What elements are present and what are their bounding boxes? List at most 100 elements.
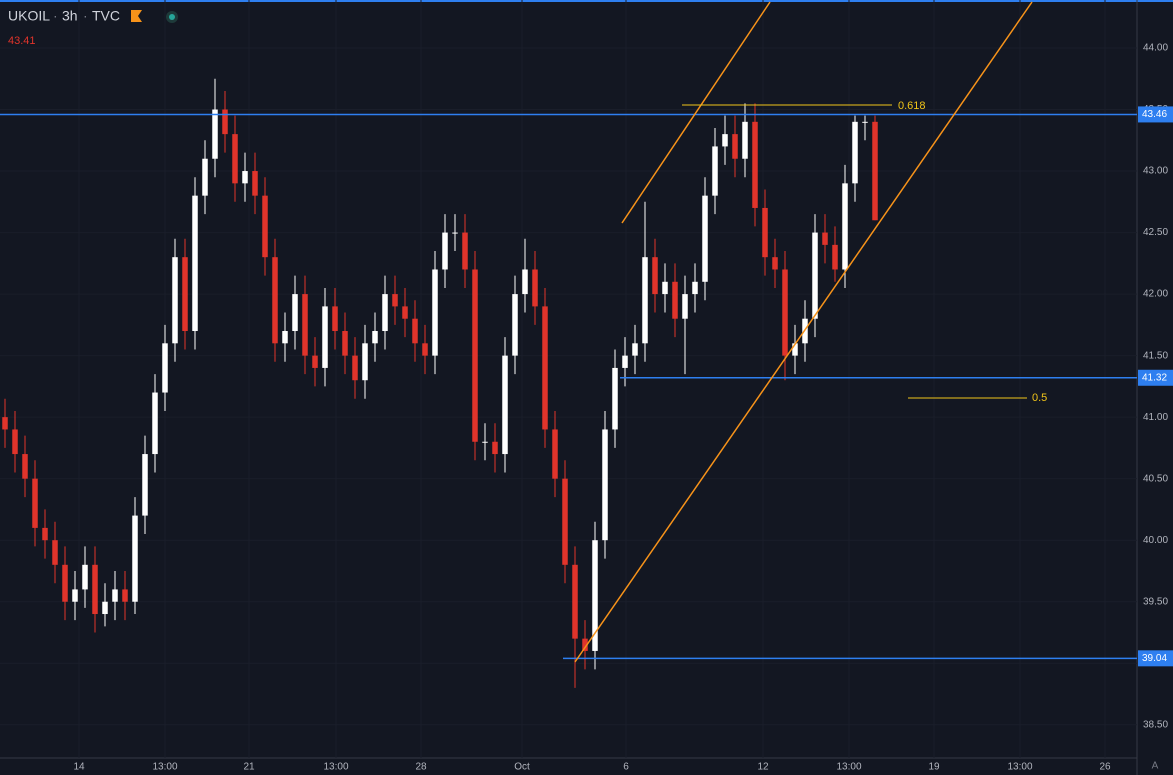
- candle-body: [82, 564, 88, 590]
- fib-label: 0.5: [1032, 392, 1047, 404]
- candle-body: [312, 355, 318, 368]
- candle-body: [692, 281, 698, 295]
- candle-body: [712, 146, 718, 196]
- candle-body: [602, 429, 608, 541]
- x-tick-label: 26: [1099, 762, 1111, 773]
- x-tick-label: 13:00: [152, 762, 177, 773]
- candle-body: [102, 601, 108, 615]
- candle-body: [32, 478, 38, 528]
- candle-body: [862, 121, 868, 123]
- candle-body: [172, 257, 178, 344]
- x-tick-label: 6: [623, 762, 629, 773]
- candle-body: [282, 331, 288, 344]
- candle-body: [42, 527, 48, 541]
- candle-body: [832, 244, 838, 270]
- channel-lower: [574, 1, 1033, 663]
- y-tick-label: 40.00: [1143, 535, 1168, 546]
- price-level-label: 43.46: [1142, 109, 1167, 120]
- y-tick-label: 41.00: [1143, 412, 1168, 423]
- candle-body: [872, 121, 878, 221]
- candle-body: [632, 343, 638, 356]
- candle-body: [12, 429, 18, 455]
- candle-body: [142, 454, 148, 516]
- candle-body: [112, 589, 118, 602]
- candle-body: [792, 343, 798, 356]
- channel-upper: [621, 1, 771, 224]
- candle-body: [72, 589, 78, 602]
- x-tick-label: 19: [928, 762, 940, 773]
- price-level-label: 41.32: [1142, 372, 1167, 383]
- status-dot: [169, 14, 175, 20]
- y-tick-label: 43.00: [1143, 166, 1168, 177]
- candle-body: [322, 306, 328, 368]
- price-level-tag: [1138, 650, 1173, 667]
- candle-body: [342, 331, 348, 356]
- candle-body: [22, 454, 28, 479]
- candle-body: [402, 306, 408, 319]
- price-level-label: 39.04: [1142, 653, 1167, 664]
- candle-body: [742, 121, 748, 159]
- candle-body: [772, 257, 778, 270]
- candle-body: [202, 158, 208, 196]
- candle-body: [2, 417, 8, 430]
- candle-body: [412, 318, 418, 344]
- candle-body: [782, 269, 788, 356]
- candle-body: [132, 515, 138, 602]
- candle-body: [222, 109, 228, 135]
- last-price: 43.41: [8, 35, 36, 47]
- y-tick-label: 41.50: [1143, 350, 1168, 361]
- candle-body: [852, 121, 858, 184]
- candle-body: [592, 540, 598, 651]
- x-tick-label: 21: [243, 762, 255, 773]
- x-tick-label: 12: [757, 762, 769, 773]
- y-tick-label: 42.00: [1143, 289, 1168, 300]
- x-tick-label: Oct: [514, 762, 530, 773]
- candle-body: [262, 195, 268, 258]
- candle-body: [512, 294, 518, 356]
- candle-body: [702, 195, 708, 282]
- candle-body: [272, 257, 278, 344]
- candle-body: [382, 294, 388, 332]
- x-tick-label: 14: [73, 762, 85, 773]
- candle-body: [572, 564, 578, 639]
- candle-body: [62, 564, 68, 602]
- x-tick-label: 28: [415, 762, 427, 773]
- source: TVC: [92, 8, 120, 24]
- separator: ·: [53, 8, 58, 24]
- candle-body: [122, 589, 128, 602]
- y-tick-label: 42.50: [1143, 227, 1168, 238]
- price-level-tag: [1138, 369, 1173, 386]
- candle-body: [642, 257, 648, 344]
- x-tick-label: 13:00: [1007, 762, 1032, 773]
- candle-body: [652, 257, 658, 295]
- candle-body: [612, 367, 618, 430]
- candle-body: [332, 306, 338, 332]
- candle-body: [502, 355, 508, 455]
- header: UKOIL · 3h · TVC 43.41: [8, 8, 178, 47]
- candle-body: [292, 294, 298, 332]
- candle-body: [392, 294, 398, 307]
- symbol: UKOIL: [8, 8, 50, 24]
- candle-body: [522, 269, 528, 295]
- auto-scale-button[interactable]: A: [1152, 761, 1159, 772]
- candle-body: [432, 269, 438, 356]
- candle-body: [232, 134, 238, 184]
- candle-body: [442, 232, 448, 270]
- candle-body: [542, 306, 548, 430]
- candle-body: [552, 429, 558, 479]
- candle-body: [462, 232, 468, 270]
- candle-body: [352, 355, 358, 381]
- candle-body: [842, 183, 848, 270]
- flag-icon[interactable]: [131, 10, 142, 22]
- candle-body: [812, 232, 818, 319]
- price-level-tag: [1138, 106, 1173, 123]
- candle-body: [662, 281, 668, 295]
- candle-body: [492, 441, 498, 455]
- fib-label: 0.618: [898, 100, 926, 112]
- candle-body: [162, 343, 168, 393]
- candle-body: [452, 232, 458, 234]
- candle-body: [582, 638, 588, 651]
- candle-body: [752, 121, 758, 208]
- candle-body: [182, 257, 188, 332]
